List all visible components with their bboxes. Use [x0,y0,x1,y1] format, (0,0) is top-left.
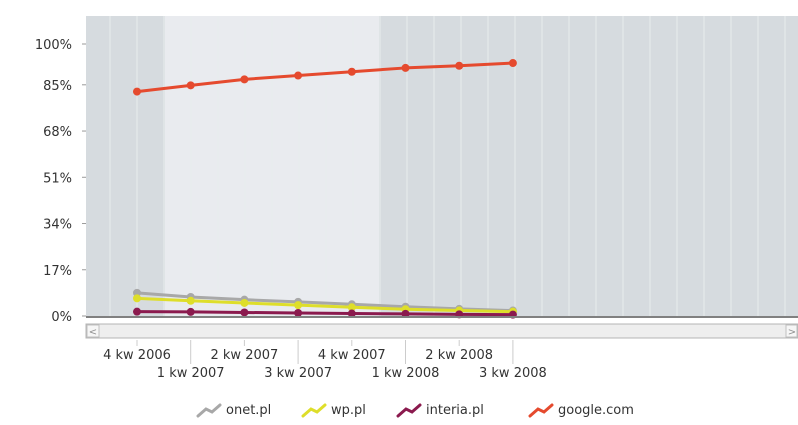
x-tick-label: 4 kw 2007 [318,348,386,363]
legend-label: google.com [558,403,634,418]
x-tick-label: 2 kw 2007 [211,348,279,363]
x-tick-label: 2 kw 2008 [425,348,493,363]
data-point [240,298,249,307]
scroll-left-arrow-icon: < [89,327,97,338]
data-point [401,309,410,318]
scroll-right-arrow-icon: > [788,327,796,338]
y-tick-label: 68% [43,125,72,140]
data-point [186,81,195,90]
data-point [401,63,410,72]
scroll-right-button[interactable] [785,324,798,338]
data-point [186,296,195,305]
data-point [508,59,517,68]
data-point [347,309,356,318]
y-tick-label: 34% [43,218,72,233]
horizontal-scrollbar[interactable]: < > [85,323,798,339]
series-google-com [133,59,517,96]
legend-item: interia.pl [396,403,484,418]
x-tick-label: 3 kw 2007 [264,366,332,381]
x-tick-label: 4 kw 2006 [103,348,171,363]
legend-item: onet.pl [196,403,271,418]
y-tick-label: 85% [43,79,72,94]
grid-lines [109,16,786,317]
legend-label: wp.pl [331,403,366,418]
y-tick-label: 0% [51,310,72,325]
legend-item: google.com [528,403,634,418]
legend-swatch-icon [301,403,327,418]
data-point [294,301,303,310]
legend-swatch-icon [396,403,422,418]
legend-item: wp.pl [301,403,366,418]
data-point [240,75,249,84]
legend-label: interia.pl [426,403,484,418]
series-line [136,291,513,313]
data-point [133,294,141,303]
legend-swatch-icon [196,403,222,418]
x-axis: 4 kw 2006 1 kw 2007 2 kw 2007 3 kw 2007 4 kw… [103,340,547,381]
y-tick-label: 17% [43,264,72,279]
y-tick-label: 100% [35,38,72,53]
x-tick-label: 1 kw 2007 [157,366,225,381]
data-point [347,67,356,76]
series-line [136,61,513,94]
x-tick-label: 1 kw 2008 [372,366,440,381]
series-line [136,296,513,314]
data-point [347,303,356,312]
data-point [186,307,195,316]
data-point [294,71,303,80]
y-tick-label: 51% [43,171,72,186]
data-point [133,307,141,316]
legend: onet.pl wp.pl interia.pl google.com [196,403,634,418]
y-axis: 0% 17% 34% 51% 68% 85% 100% [35,38,798,325]
data-point [133,87,141,96]
x-tick-label: 3 kw 2008 [479,366,547,381]
plot-area [86,16,798,317]
legend-label: onet.pl [226,403,271,418]
legend-swatch-icon [528,403,554,418]
data-point [294,309,303,318]
scrollbar-track[interactable] [85,323,798,339]
data-point [455,61,464,70]
series-line [136,310,513,317]
scroll-left-button[interactable] [86,324,100,338]
data-point [240,308,249,317]
